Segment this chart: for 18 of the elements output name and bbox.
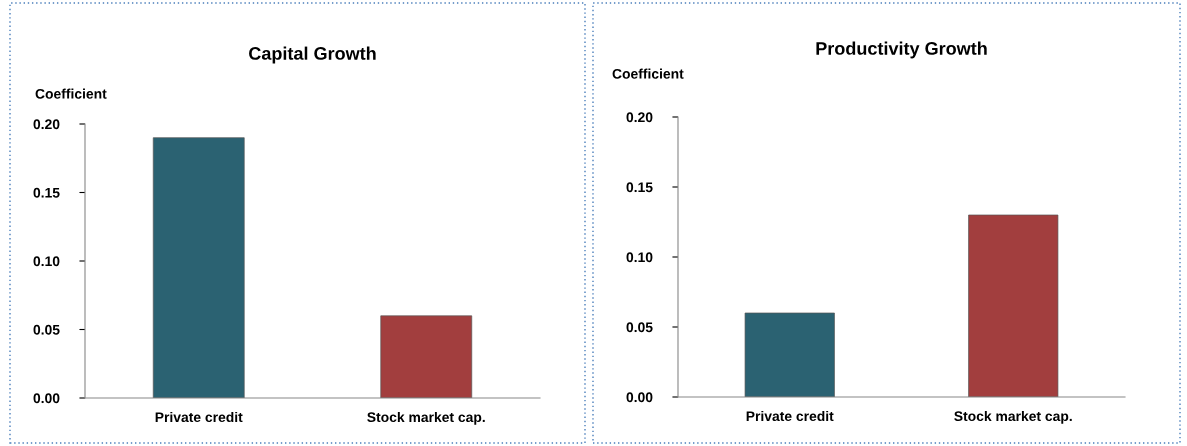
y-tick-label: 0.05 — [626, 322, 653, 333]
x-tick-label: Private credit — [155, 411, 243, 423]
y-axis-title: Coefficient — [612, 68, 684, 79]
y-tick-label: 0.10 — [33, 256, 60, 267]
y-tick-label: 0.00 — [33, 393, 60, 404]
chart-title: Productivity Growth — [816, 41, 987, 59]
y-tick-label: 0.20 — [33, 119, 60, 130]
y-tick-label: 0.20 — [626, 112, 653, 123]
x-tick-label: Stock market cap. — [367, 411, 485, 425]
y-tick-label: 0.15 — [626, 182, 653, 193]
y-tick-label: 0.00 — [626, 392, 653, 403]
y-axis-title: Coefficient — [35, 88, 107, 99]
y-tick-label: 0.15 — [33, 187, 60, 198]
y-tick-label: 0.10 — [626, 252, 653, 263]
x-tick-label: Stock market cap. — [954, 410, 1072, 424]
chart-title: Capital Growth — [249, 46, 376, 64]
x-tick-label: Private credit — [746, 410, 834, 422]
y-tick-label: 0.05 — [33, 324, 60, 335]
